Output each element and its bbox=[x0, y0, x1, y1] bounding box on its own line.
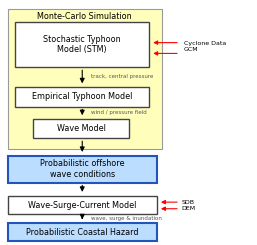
Text: Wave-Surge-Current Model: Wave-Surge-Current Model bbox=[28, 201, 136, 210]
Text: Empirical Typhoon Model: Empirical Typhoon Model bbox=[32, 92, 132, 101]
FancyBboxPatch shape bbox=[8, 223, 157, 241]
FancyBboxPatch shape bbox=[15, 87, 149, 107]
FancyBboxPatch shape bbox=[8, 156, 157, 183]
Text: Wave Model: Wave Model bbox=[57, 124, 105, 133]
FancyBboxPatch shape bbox=[33, 119, 128, 138]
FancyBboxPatch shape bbox=[15, 22, 149, 67]
Text: Probabilistic offshore
wave conditions: Probabilistic offshore wave conditions bbox=[40, 159, 124, 179]
Text: wave, surge & inundation: wave, surge & inundation bbox=[91, 216, 162, 221]
Text: track, central pressure: track, central pressure bbox=[91, 74, 154, 79]
Text: Monte-Carlo Simulation: Monte-Carlo Simulation bbox=[38, 12, 132, 21]
Text: Stochastic Typhoon
Model (STM): Stochastic Typhoon Model (STM) bbox=[43, 35, 121, 54]
FancyBboxPatch shape bbox=[8, 196, 157, 214]
Text: Probabilistic Coastal Hazard: Probabilistic Coastal Hazard bbox=[26, 228, 139, 237]
FancyBboxPatch shape bbox=[8, 9, 162, 149]
Text: Cyclone Data
GCM: Cyclone Data GCM bbox=[184, 41, 226, 52]
Text: wind / pressure field: wind / pressure field bbox=[91, 110, 147, 115]
Text: DEM: DEM bbox=[181, 206, 195, 211]
Text: SDB: SDB bbox=[181, 200, 194, 205]
